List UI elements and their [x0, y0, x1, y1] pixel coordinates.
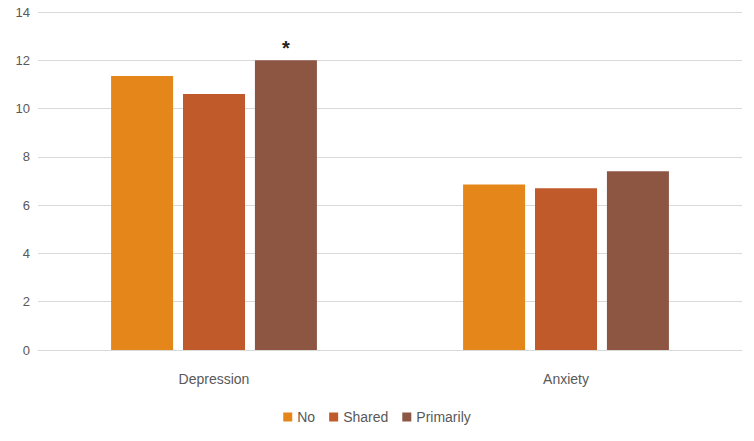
svg-text:Shared: Shared — [343, 409, 388, 425]
svg-text:8: 8 — [23, 149, 30, 164]
svg-text:10: 10 — [16, 101, 30, 116]
svg-text:Depression: Depression — [179, 371, 250, 387]
svg-text:12: 12 — [16, 53, 30, 68]
svg-text:14: 14 — [16, 5, 30, 20]
svg-text:4: 4 — [23, 246, 30, 261]
svg-text:Primarily: Primarily — [416, 409, 470, 425]
svg-text:0: 0 — [23, 343, 30, 358]
svg-text:No: No — [297, 409, 315, 425]
svg-text:6: 6 — [23, 198, 30, 213]
svg-text:2: 2 — [23, 294, 30, 309]
svg-text:Anxiety: Anxiety — [543, 371, 589, 387]
svg-text:*: * — [282, 37, 290, 59]
